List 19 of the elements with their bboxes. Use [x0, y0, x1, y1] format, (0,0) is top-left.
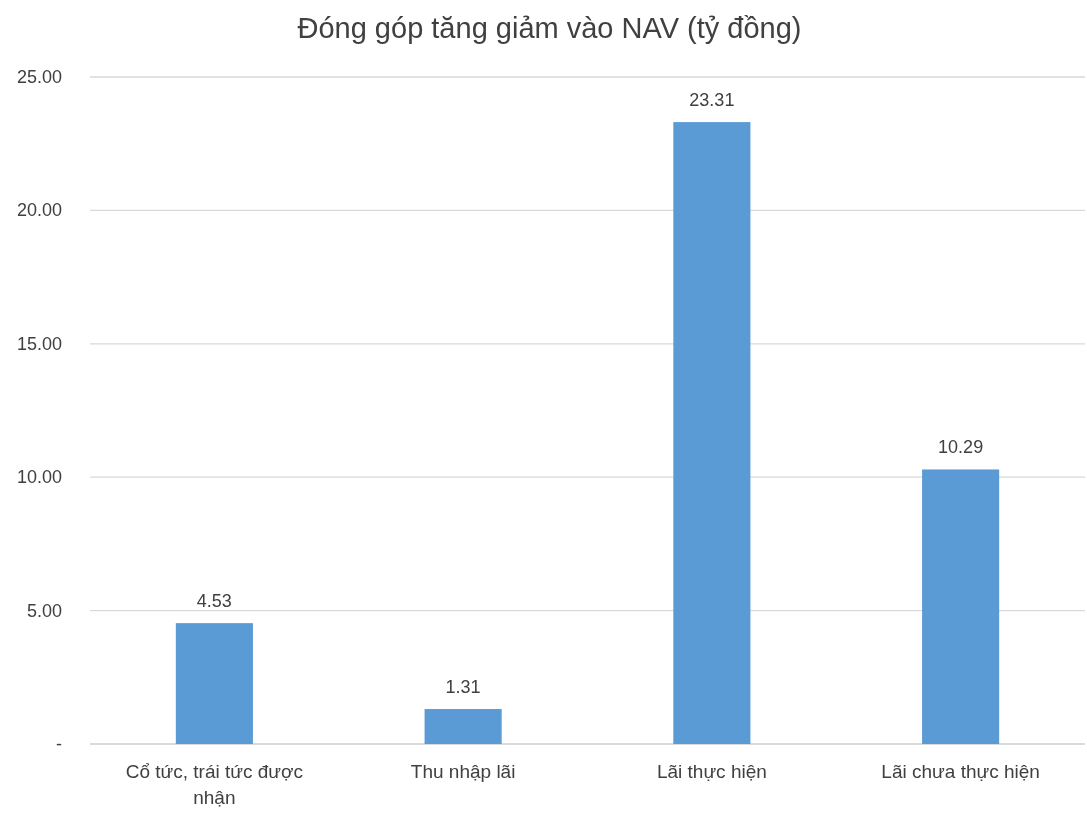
x-tick-label: Thu nhập lãi: [410, 761, 516, 782]
data-label: 1.31: [445, 677, 481, 698]
bar: [673, 122, 751, 744]
data-label: 23.31: [689, 90, 735, 111]
y-tick-label: 15.00: [16, 333, 62, 354]
data-label: 4.53: [196, 591, 232, 612]
bar: [922, 469, 1000, 744]
y-tick-label: 20.00: [16, 200, 62, 221]
y-tick-label: 25.00: [16, 67, 62, 87]
data-label: 10.29: [938, 437, 984, 458]
bar: [424, 709, 502, 744]
chart-title: Đóng góp tăng giảm vào NAV (tỷ đồng): [297, 12, 802, 44]
y-tick-label: 5.00: [26, 600, 62, 621]
x-tick-label: Lãi thực hiện: [656, 761, 767, 782]
y-tick-label: 10.00: [16, 467, 62, 488]
x-tick-label: Cổ tức, trái tức được nhận: [125, 761, 304, 808]
x-tick-label: Lãi chưa thực hiện: [881, 761, 1040, 782]
bar: [175, 623, 253, 744]
y-tick-label: -: [56, 734, 62, 754]
